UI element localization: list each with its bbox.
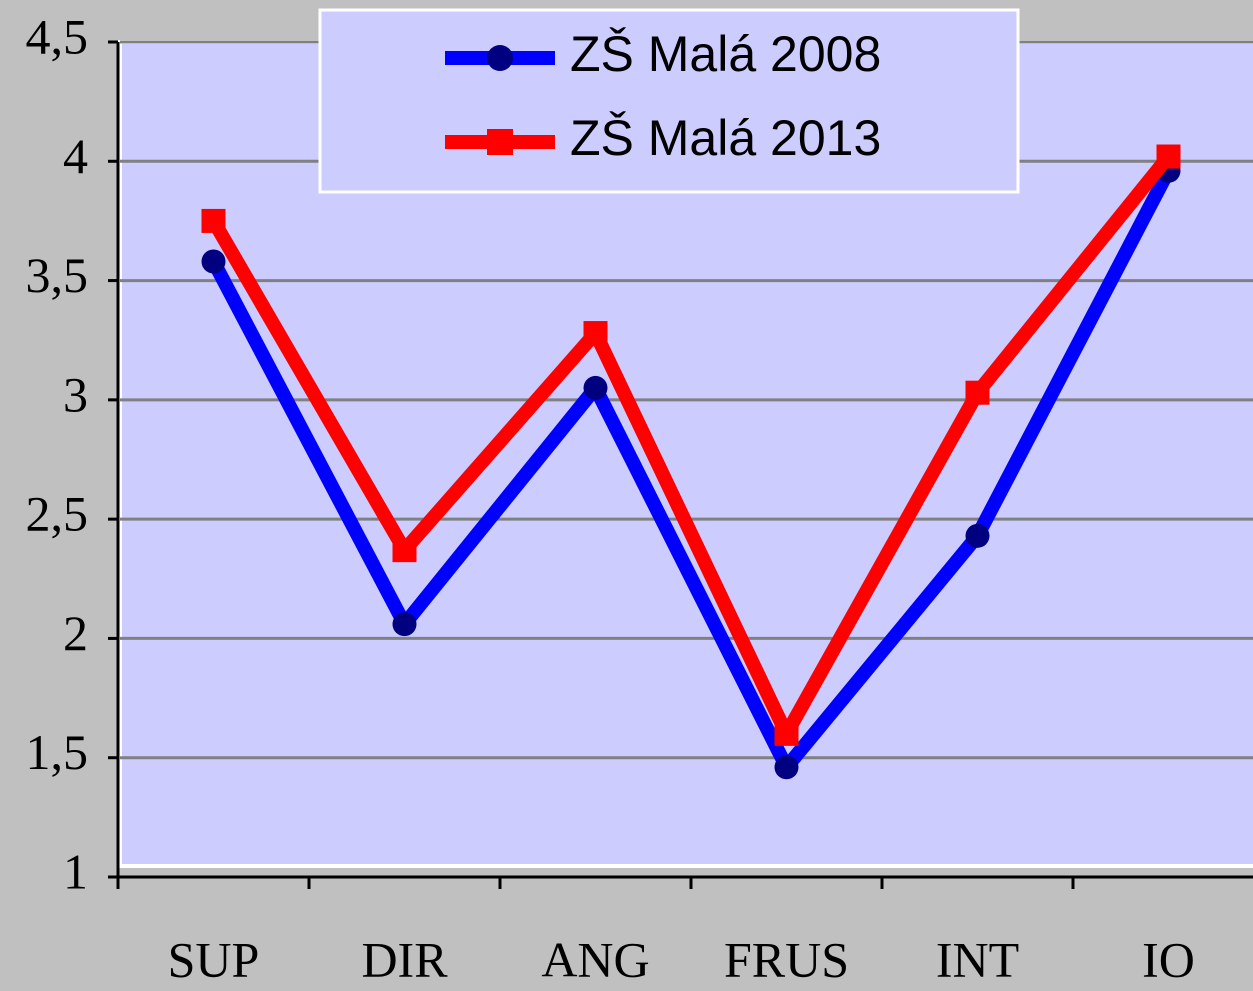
legend-label: ZŠ Malá 2008 [570,26,881,82]
marker [392,612,417,637]
y-tick-label: 1,5 [26,724,89,780]
marker [965,523,990,548]
marker [487,45,513,71]
marker [774,721,799,746]
x-tick-label: SUP [168,931,260,987]
marker [583,321,608,346]
series-line [207,152,1174,741]
marker [201,249,226,274]
marker [583,375,608,400]
y-tick-label: 1 [63,843,88,899]
y-tick-label: 4 [63,128,88,184]
y-tick-label: 3,5 [26,247,89,303]
x-tick-label: DIR [361,931,448,987]
x-tick-label: IO [1142,931,1195,987]
y-tick-label: 2,5 [26,486,89,542]
marker [201,208,226,233]
y-tick-label: 2 [63,605,88,661]
legend-label: ZŠ Malá 2013 [570,110,881,166]
series-line [207,167,1175,775]
marker [774,755,799,780]
y-tick-label: 4,5 [26,8,89,64]
x-tick-label: FRUS [724,931,849,987]
marker [1156,144,1181,169]
marker [965,380,990,405]
y-tick-label: 3 [63,366,88,422]
marker [487,129,513,155]
x-tick-label: INT [936,931,1019,987]
marker [392,538,417,563]
legend-box [318,8,1020,194]
x-tick-label: ANG [541,931,649,987]
